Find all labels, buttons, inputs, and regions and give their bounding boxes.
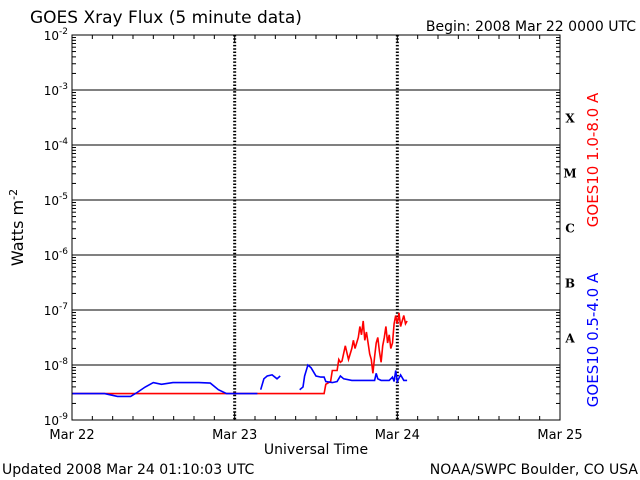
legend-entry-long: GOES10 1.0-8.0 A (584, 92, 602, 227)
x-axis-label: Universal Time (264, 442, 368, 458)
x-tick-label: Mar 25 (537, 428, 582, 443)
updated-timestamp: Updated 2008 Mar 24 01:10:03 UTC (2, 462, 255, 478)
flare-class-b: B (565, 277, 575, 291)
y-tick-base: 10 (44, 359, 59, 373)
legend: GOES10 1.0-8.0 A GOES10 0.5-4.0 A (584, 92, 602, 407)
y-tick-base: 10 (44, 249, 59, 263)
y-tick-base: 10 (44, 29, 59, 43)
flare-class-a: A (564, 332, 575, 346)
y-axis-label-exp: -2 (7, 189, 20, 200)
y-tick-label: 10-5 (44, 192, 68, 208)
flare-class-c: C (565, 222, 575, 236)
x-tick-label: Mar 23 (212, 428, 257, 443)
y-tick-label: 10-4 (44, 137, 69, 153)
legend-entry-short: GOES10 0.5-4.0 A (584, 272, 602, 407)
noaa-credit: NOAA/SWPC Boulder, CO USA (430, 462, 639, 478)
flare-class-x: X (565, 112, 575, 126)
y-tick-label: 10-6 (44, 247, 69, 263)
y-tick-base: 10 (44, 304, 59, 318)
y-tick-exp: -9 (59, 412, 68, 422)
y-axis-label-base: Watts m (8, 200, 27, 266)
y-tick-label: 10-2 (44, 27, 68, 43)
plot-frame (71, 34, 561, 421)
y-tick-exp: -5 (59, 192, 68, 202)
y-tick-base: 10 (44, 194, 59, 208)
series-line-short (72, 363, 408, 398)
x-tick-label: Mar 24 (375, 428, 420, 443)
series-line-long (72, 312, 408, 395)
y-tick-label: 10-8 (44, 357, 69, 373)
flare-class-labels: A B C M X (563, 112, 576, 346)
x-tick-labels: Mar 22 Mar 23 Mar 24 Mar 25 (49, 428, 582, 443)
begin-date: Begin: 2008 Mar 22 0000 UTC (426, 19, 636, 35)
y-tick-exp: -3 (59, 82, 68, 92)
y-tick-base: 10 (44, 84, 59, 98)
y-tick-exp: -6 (59, 247, 68, 257)
chart-series (72, 312, 408, 398)
flare-class-m: M (563, 167, 576, 181)
y-tick-base: 10 (44, 139, 59, 153)
chart-title: GOES Xray Flux (5 minute data) (30, 8, 302, 28)
x-tick-label: Mar 22 (49, 428, 94, 443)
y-tick-base: 10 (44, 414, 59, 428)
chart-grid (71, 35, 561, 420)
y-tick-exp: -7 (59, 302, 68, 312)
y-tick-label: 10-9 (44, 412, 69, 428)
y-tick-exp: -8 (59, 357, 68, 367)
y-axis-label: Watts m-2 (7, 189, 27, 266)
y-tick-label: 10-7 (44, 302, 68, 318)
y-tick-exp: -2 (59, 27, 68, 37)
y-tick-exp: -4 (59, 137, 68, 147)
y-tick-label: 10-3 (44, 82, 68, 98)
y-tick-labels: 10-910-810-710-610-510-410-310-2 (44, 27, 69, 428)
